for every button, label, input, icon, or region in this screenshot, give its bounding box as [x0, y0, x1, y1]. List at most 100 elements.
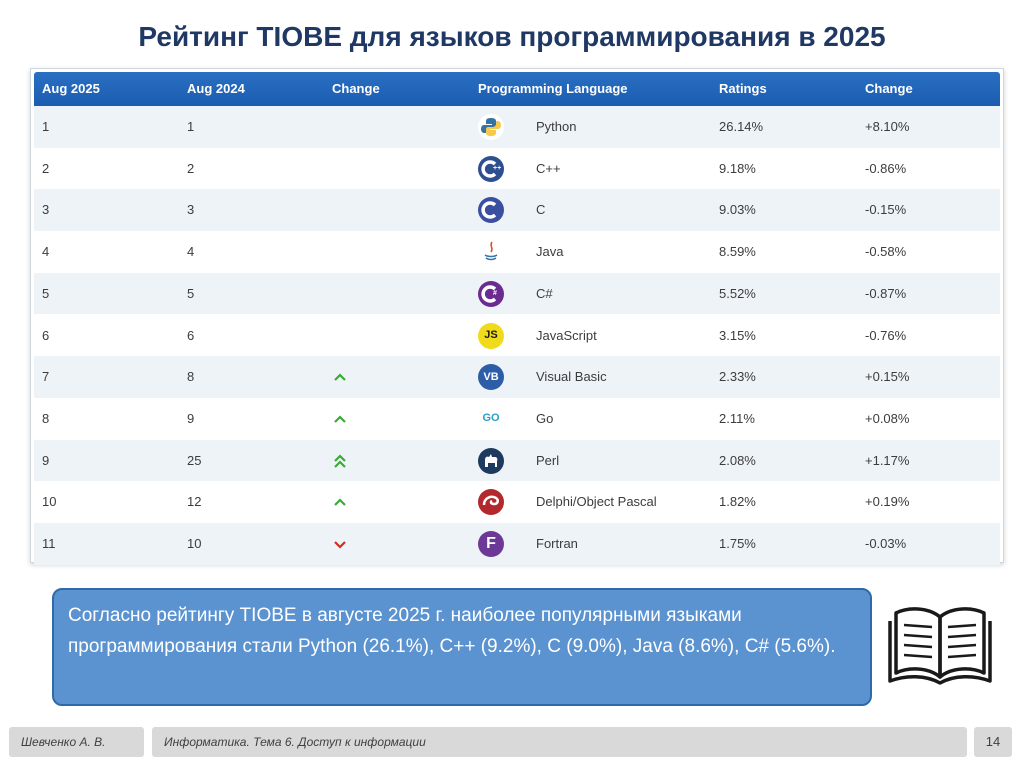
go-icon: GO — [478, 405, 504, 432]
rank-current: 11 — [42, 536, 56, 551]
arrow-up-icon — [332, 410, 348, 428]
header-ratings-change[interactable]: Change — [865, 81, 913, 96]
rating-change: -0.03% — [865, 536, 907, 551]
language-name: Visual Basic — [536, 369, 607, 385]
language-name: C — [536, 202, 546, 218]
footer-topic: Информатика. Тема 6. Доступ к информации — [152, 727, 967, 757]
rank-current: 7 — [42, 369, 50, 385]
rating-value: 2.08% — [719, 452, 756, 468]
rating-change: -0.15% — [865, 202, 907, 218]
rating-change: -0.86% — [865, 160, 907, 176]
rating-value: 26.14% — [719, 119, 764, 134]
rating-change: +0.08% — [865, 410, 910, 426]
rank-current: 1 — [42, 119, 50, 134]
language-name: Fortran — [536, 536, 578, 551]
javascript-icon: JS — [478, 322, 504, 349]
rank-previous: 12 — [187, 494, 202, 510]
language-name: Go — [536, 410, 554, 426]
rating-change: +8.10% — [865, 119, 910, 134]
icon-badge-text: GO — [482, 412, 500, 425]
rank-current: 8 — [42, 410, 50, 426]
language-name: Delphi/Object Pascal — [536, 494, 657, 510]
rating-value: 1.75% — [719, 536, 756, 551]
table-row[interactable]: 4 4 Java 8.59% -0.58% — [34, 231, 1000, 273]
language-name: Java — [536, 244, 564, 260]
icon-badge-text: JS — [484, 329, 498, 341]
rating-value: 5.52% — [719, 285, 756, 301]
rank-previous: 2 — [187, 160, 195, 176]
tiobe-table: Aug 2025 Aug 2024 Change Programming Lan… — [30, 68, 1004, 565]
icon-badge-text: VB — [483, 370, 499, 383]
rank-previous: 8 — [187, 369, 195, 385]
table-header: Aug 2025 Aug 2024 Change Programming Lan… — [34, 72, 1000, 106]
rank-previous: 1 — [187, 119, 195, 134]
icon-badge-text: F — [486, 535, 496, 552]
table-row[interactable]: 5 5 # C# 5.52% -0.87% — [34, 272, 1000, 315]
table-row[interactable]: 11 10 F Fortran 1.75% -0.03% — [34, 523, 1000, 565]
language-name: C++ — [536, 160, 561, 176]
header-ratings[interactable]: Ratings — [719, 81, 767, 96]
rating-value: 9.18% — [719, 160, 756, 176]
rating-value: 2.11% — [719, 410, 755, 426]
rank-previous: 10 — [187, 536, 202, 551]
rating-change: -0.87% — [865, 285, 907, 301]
footer-author: Шевченко А. В. — [9, 727, 144, 757]
language-name: JavaScript — [536, 327, 597, 343]
fortran-icon: F — [478, 531, 504, 557]
rating-value: 3.15% — [719, 327, 756, 343]
language-name: Python — [536, 119, 577, 134]
table-row[interactable]: 9 25 Perl 2.08% +1.17% — [34, 439, 1000, 482]
header-language[interactable]: Programming Language — [478, 81, 628, 96]
rating-change: +0.15% — [865, 369, 910, 385]
open-book-icon — [888, 607, 992, 685]
arrow-up-icon — [332, 368, 348, 386]
csharp-icon: # — [478, 280, 504, 307]
header-aug-2025[interactable]: Aug 2025 — [42, 81, 100, 96]
rank-current: 9 — [42, 452, 50, 468]
rating-change: +1.17% — [865, 452, 910, 468]
header-aug-2024[interactable]: Aug 2024 — [187, 81, 245, 96]
table-row[interactable]: 10 12 Delphi/Object Pascal 1.82% +0.19% — [34, 481, 1000, 523]
summary-note: Согласно рейтингу TIOBE в августе 2025 г… — [52, 588, 872, 706]
rating-change: -0.76% — [865, 327, 907, 343]
rating-value: 2.33% — [719, 369, 756, 385]
rating-change: -0.58% — [865, 244, 907, 260]
c-icon — [478, 197, 504, 224]
rank-current: 6 — [42, 327, 50, 343]
table-row[interactable]: 8 9 GO Go 2.11% +0.08% — [34, 397, 1000, 440]
table-row[interactable]: 7 8 VB Visual Basic 2.33% +0.15% — [34, 356, 1000, 398]
visual-basic-icon: VB — [478, 364, 504, 391]
rank-current: 5 — [42, 285, 50, 301]
rank-current: 4 — [42, 244, 50, 260]
rank-previous: 25 — [187, 452, 202, 468]
slide-title: Рейтинг TIOBE для языков программировани… — [138, 21, 886, 52]
rank-current: 10 — [42, 494, 57, 510]
rating-change: +0.19% — [865, 494, 910, 510]
rank-previous: 5 — [187, 285, 195, 301]
table-row[interactable]: 6 6 JS JavaScript 3.15% -0.76% — [34, 314, 1000, 357]
cpp-icon: ++ — [478, 155, 504, 182]
arrow-up-icon — [332, 493, 348, 511]
rank-previous: 4 — [187, 244, 195, 260]
table-row[interactable]: 2 2 ++ C++ 9.18% -0.86% — [34, 147, 1000, 190]
rank-current: 2 — [42, 160, 50, 176]
table-row[interactable]: 3 3 C 9.03% -0.15% — [34, 189, 1000, 232]
page-number: 14 — [974, 727, 1012, 757]
header-change[interactable]: Change — [332, 81, 380, 96]
rating-value: 8.59% — [719, 244, 756, 260]
rank-previous: 9 — [187, 410, 195, 426]
table-row[interactable]: 1 1 Python 26.14% +8.10% — [34, 106, 1000, 148]
rank-current: 3 — [42, 202, 50, 218]
rating-value: 1.82% — [719, 494, 756, 510]
double-arrow-up-icon — [332, 452, 348, 470]
svg-text:++: ++ — [493, 165, 501, 172]
rating-value: 9.03% — [719, 202, 756, 218]
language-name: Perl — [536, 452, 560, 468]
rank-previous: 3 — [187, 202, 195, 218]
language-name: C# — [536, 285, 553, 301]
perl-icon — [478, 447, 504, 474]
delphi-icon — [478, 489, 504, 516]
rank-previous: 6 — [187, 327, 195, 343]
svg-text:#: # — [493, 290, 497, 297]
arrow-down-icon — [332, 535, 348, 553]
